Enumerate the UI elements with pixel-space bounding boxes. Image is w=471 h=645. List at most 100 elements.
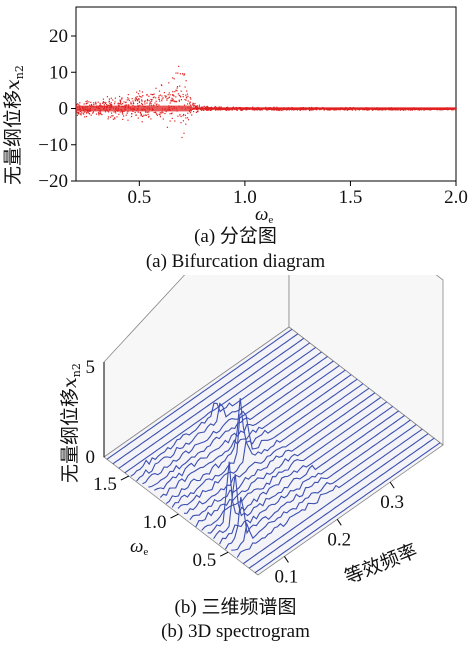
bifurcation-point — [131, 98, 133, 100]
bifurcation-point — [240, 109, 242, 111]
bifurcation-point — [139, 104, 141, 106]
bifurcation-point — [104, 102, 106, 104]
bifurcation-point — [176, 87, 178, 89]
bifurcation-point — [158, 90, 161, 92]
omega-tick-mark — [170, 513, 179, 519]
spectrum-trace — [195, 396, 382, 528]
bifurcation-point — [146, 111, 149, 113]
bifurcation-point — [142, 115, 144, 117]
bifurcation-point — [176, 90, 178, 92]
bifurcation-point — [97, 101, 99, 103]
bifurcation-point — [140, 113, 142, 115]
bifurcation-point — [339, 109, 341, 111]
bifurcation-point — [80, 112, 82, 114]
bifurcation-point — [411, 109, 413, 111]
bifurcation-point — [77, 103, 79, 105]
bifurcation-point — [161, 98, 163, 100]
bifurcation-point — [192, 104, 194, 106]
x-tick-label: 1.0 — [233, 187, 257, 208]
bifurcation-point — [156, 114, 158, 116]
bifurcation-point — [102, 102, 104, 104]
bifurcation-point — [126, 112, 128, 114]
bifurcation-point — [231, 109, 233, 111]
bifurcation-point — [397, 109, 399, 111]
bifurcation-point — [441, 109, 443, 111]
bifurcation-point — [200, 109, 202, 111]
bifurcation-point — [132, 100, 134, 102]
bifurcation-point — [151, 100, 153, 102]
bifurcation-point — [156, 103, 158, 105]
bifurcation-point — [95, 103, 97, 105]
bifurcation-point — [122, 118, 124, 120]
spectrum-trace — [236, 428, 423, 558]
bifurcation-point — [113, 111, 115, 113]
bifurcation-point — [98, 114, 100, 116]
bifurcation-point — [189, 110, 191, 113]
bifurcation-point — [154, 111, 157, 113]
bifurcation-point — [76, 114, 78, 116]
bifurcation-point — [159, 114, 161, 116]
bifurcation-point — [180, 96, 182, 98]
bifurcation-point — [203, 105, 205, 107]
bifurcation-point — [86, 100, 88, 102]
omega-tick-label: 0.5 — [192, 550, 216, 571]
bifurcation-point — [206, 105, 208, 107]
bifurcation-point — [170, 100, 172, 102]
bifurcation-point — [171, 94, 174, 96]
bifurcation-point — [121, 112, 123, 114]
x-axis-label-a: ωe — [255, 204, 273, 225]
bifurcation-point — [160, 112, 162, 114]
bifurcation-point — [92, 111, 94, 113]
bifurcation-point — [389, 109, 391, 111]
bifurcation-point — [103, 104, 105, 106]
omega-tick-mark — [120, 475, 130, 481]
bifurcation-point — [311, 109, 314, 111]
bifurcation-point — [236, 109, 238, 111]
bifurcation-point — [423, 109, 425, 111]
bifurcation-point — [152, 94, 154, 96]
bifurcation-point — [125, 114, 127, 116]
x-tick-label: 1.5 — [339, 187, 363, 208]
bifurcation-point — [127, 97, 129, 99]
bifurcation-point — [185, 80, 187, 82]
bifurcation-point — [99, 104, 101, 106]
z-tick-label: 0 — [86, 447, 96, 468]
bifurcation-point — [114, 97, 116, 99]
bifurcation-point — [141, 91, 143, 93]
z-label-symbol: x — [59, 377, 81, 388]
caption-a-en: (a) Bifurcation diagram — [145, 251, 326, 272]
bifurcation-point — [451, 109, 453, 111]
bifurcation-point — [148, 116, 150, 118]
bifurcation-point — [141, 104, 144, 106]
bifurcation-point — [150, 98, 152, 101]
bifurcation-point — [108, 98, 110, 100]
bifurcation-point — [148, 99, 150, 102]
omega-tick-label: 1.0 — [143, 512, 167, 533]
bifurcation-point — [164, 113, 166, 115]
bifurcation-point — [109, 116, 112, 118]
bifurcation-point — [181, 136, 183, 139]
bifurcation-point — [391, 109, 393, 111]
bifurcation-point — [135, 114, 137, 116]
bifurcation-point — [214, 109, 217, 111]
bifurcation-point — [83, 113, 85, 115]
omega-axis-label-b: ωe — [130, 536, 148, 558]
bifurcation-point — [211, 109, 213, 111]
bifurcation-point — [155, 100, 157, 102]
bifurcation-point — [183, 113, 185, 116]
bifurcation-point — [143, 114, 145, 116]
bifurcation-point — [179, 114, 181, 116]
bifurcation-point — [177, 115, 179, 117]
z-label-cn: 无量纲位移 — [59, 388, 81, 483]
freq-tick-label: 0.1 — [275, 566, 299, 587]
bifurcation-point — [193, 104, 195, 106]
bifurcation-point — [134, 111, 136, 114]
bifurcation-point — [173, 100, 175, 102]
y-tick-label: 10 — [49, 62, 68, 83]
spectrogram-3d-chart: 0 5 0.5 1.0 1.5 0.1 0.2 0.3 无量纲位移xn2 ωe 等效频率 — [59, 275, 444, 589]
bifurcation-point — [99, 102, 101, 104]
bifurcation-point — [178, 94, 180, 96]
bifurcation-point — [164, 95, 166, 97]
bifurcation-point — [108, 104, 110, 106]
bifurcation-point — [185, 123, 187, 125]
